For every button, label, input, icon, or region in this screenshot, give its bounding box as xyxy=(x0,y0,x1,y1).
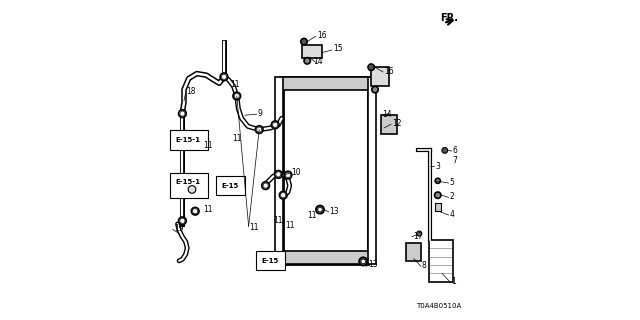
Circle shape xyxy=(435,178,440,183)
Circle shape xyxy=(234,93,239,99)
Circle shape xyxy=(316,205,324,214)
Text: 6: 6 xyxy=(453,146,458,155)
Circle shape xyxy=(368,64,374,70)
Text: E-15-1: E-15-1 xyxy=(175,180,200,185)
Circle shape xyxy=(361,259,365,264)
Text: 8: 8 xyxy=(422,261,426,270)
Text: 11: 11 xyxy=(204,141,212,150)
Text: 2: 2 xyxy=(450,192,454,201)
Circle shape xyxy=(193,143,198,148)
Text: FR.: FR. xyxy=(440,13,458,23)
Circle shape xyxy=(180,111,185,116)
Circle shape xyxy=(280,191,287,199)
Circle shape xyxy=(262,182,269,189)
Text: 5: 5 xyxy=(450,178,454,187)
Text: 18: 18 xyxy=(187,87,196,96)
Circle shape xyxy=(301,38,307,45)
Text: 11: 11 xyxy=(250,223,259,232)
Circle shape xyxy=(359,257,367,266)
Bar xyxy=(302,45,321,58)
Text: E-15: E-15 xyxy=(262,258,279,264)
Text: 11: 11 xyxy=(307,212,317,220)
Text: 4: 4 xyxy=(450,210,454,219)
Circle shape xyxy=(285,172,291,178)
Text: E-15: E-15 xyxy=(222,183,239,188)
Bar xyxy=(280,251,371,264)
Text: T0A4B0510A: T0A4B0510A xyxy=(416,303,461,309)
Bar xyxy=(170,173,208,198)
Text: 1: 1 xyxy=(451,277,456,286)
Circle shape xyxy=(179,110,186,117)
Circle shape xyxy=(280,193,285,198)
Circle shape xyxy=(276,172,281,177)
Circle shape xyxy=(191,142,199,149)
Bar xyxy=(170,130,208,150)
Circle shape xyxy=(188,186,196,193)
Circle shape xyxy=(372,86,378,93)
Circle shape xyxy=(263,183,268,188)
Circle shape xyxy=(191,207,199,215)
Bar xyxy=(435,203,441,211)
Text: 11: 11 xyxy=(232,134,241,143)
Text: 12: 12 xyxy=(392,119,401,128)
Text: 7: 7 xyxy=(453,156,458,165)
Circle shape xyxy=(180,218,185,223)
Circle shape xyxy=(179,217,186,225)
Text: 10: 10 xyxy=(291,168,301,177)
Circle shape xyxy=(221,74,227,79)
Bar xyxy=(406,243,421,261)
Circle shape xyxy=(273,122,278,127)
Text: 16: 16 xyxy=(384,67,394,76)
Bar xyxy=(371,67,389,86)
Circle shape xyxy=(255,126,263,133)
Circle shape xyxy=(257,127,262,132)
Circle shape xyxy=(417,231,422,236)
Text: 9: 9 xyxy=(258,109,262,118)
Circle shape xyxy=(275,171,282,178)
Bar xyxy=(381,115,397,134)
Text: 13: 13 xyxy=(330,207,339,216)
Text: 17: 17 xyxy=(413,232,422,241)
Bar xyxy=(283,77,368,264)
Text: 3: 3 xyxy=(435,162,440,171)
Bar xyxy=(280,77,371,90)
Circle shape xyxy=(220,73,228,81)
Circle shape xyxy=(233,92,241,100)
Bar xyxy=(216,176,245,195)
Text: 11: 11 xyxy=(204,205,212,214)
Text: 15: 15 xyxy=(333,44,342,53)
Bar xyxy=(429,240,453,282)
Text: 11: 11 xyxy=(274,216,283,225)
Circle shape xyxy=(284,171,292,179)
Text: 11: 11 xyxy=(230,80,240,89)
Circle shape xyxy=(304,58,310,64)
Text: E-15-1: E-15-1 xyxy=(175,137,200,143)
Text: 14: 14 xyxy=(383,110,392,119)
Text: 14: 14 xyxy=(314,57,323,66)
Circle shape xyxy=(442,148,448,153)
Bar xyxy=(275,77,283,264)
Circle shape xyxy=(193,209,198,214)
Circle shape xyxy=(317,207,323,212)
Text: 16: 16 xyxy=(317,31,326,40)
Text: 19: 19 xyxy=(174,224,184,233)
Bar xyxy=(256,251,285,270)
Text: 11: 11 xyxy=(285,221,294,230)
Bar xyxy=(368,77,376,264)
Circle shape xyxy=(271,121,279,129)
Text: 13: 13 xyxy=(368,260,378,269)
Circle shape xyxy=(435,192,441,198)
